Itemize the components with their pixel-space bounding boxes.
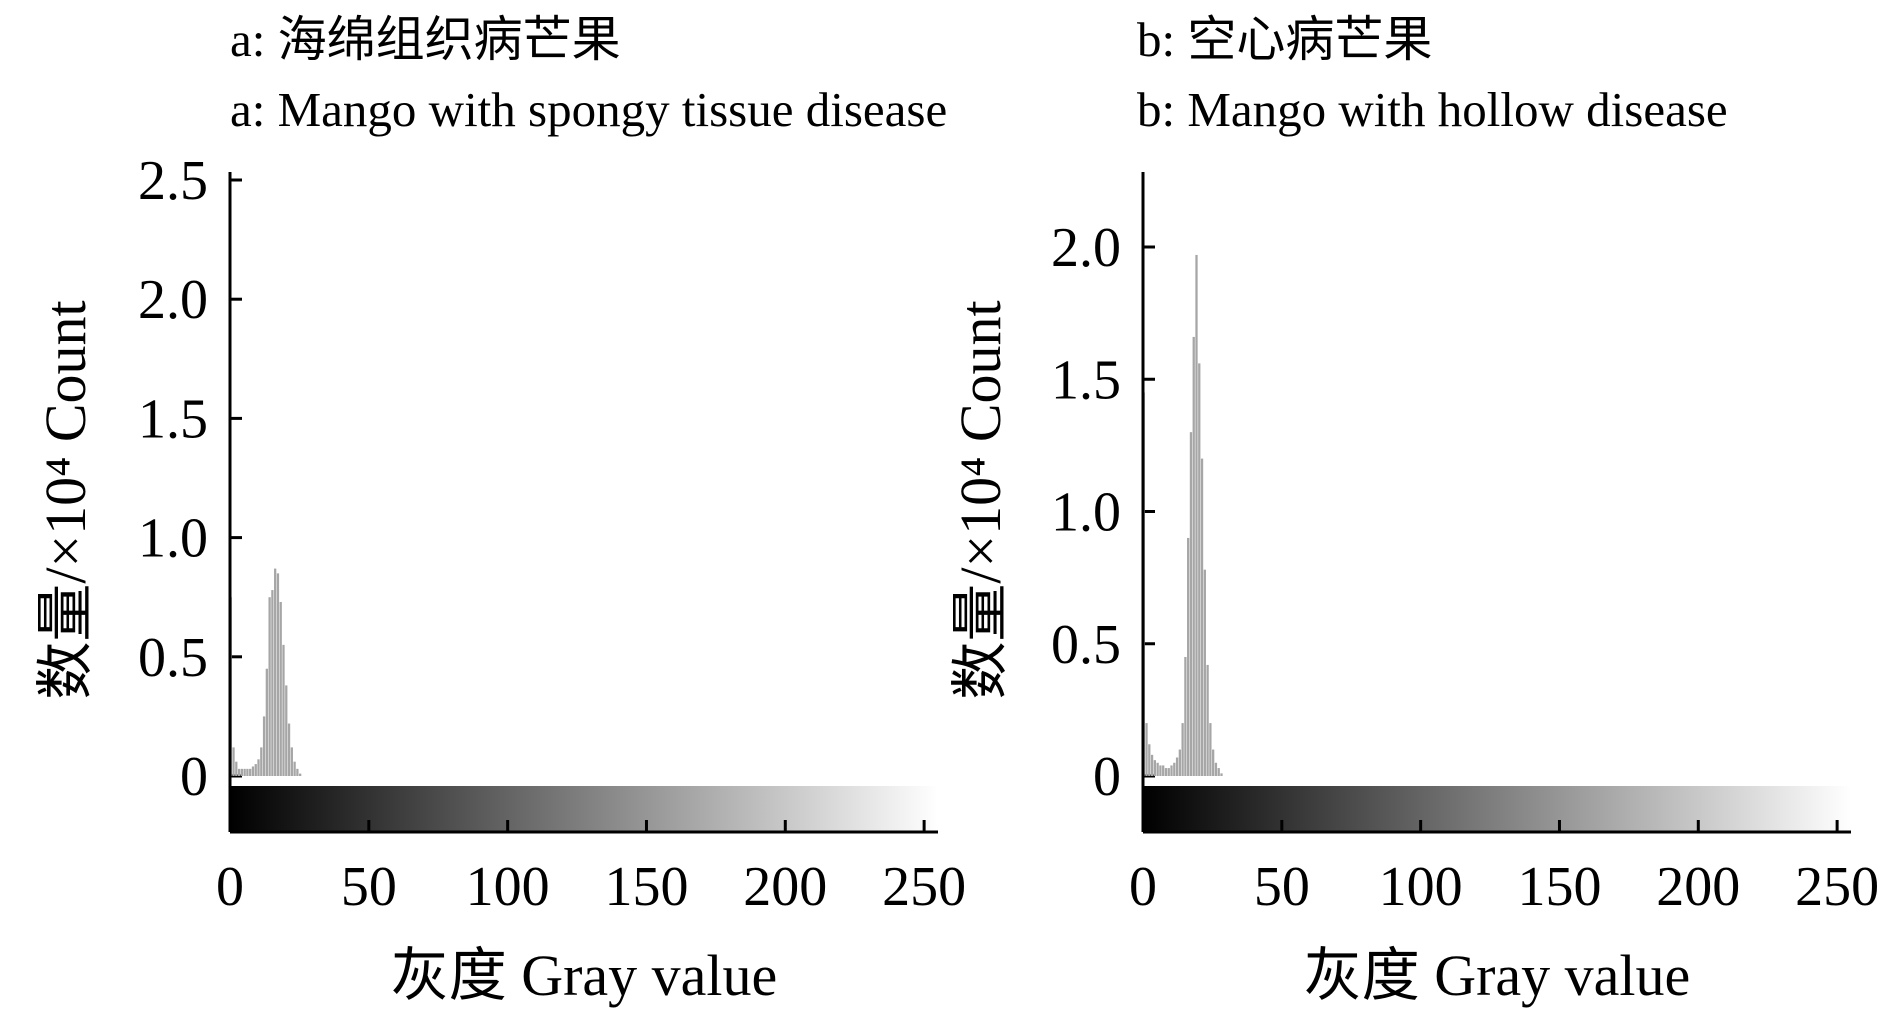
panel-a-histogram-bar (257, 759, 260, 776)
panel-b-y-axis-label: 数量/×10⁴ Count (948, 300, 1013, 699)
panel-b: b: 空心病芒果 b: Mango with hollow disease 数量… (948, 12, 1879, 1008)
panel-a-y-ticks: 0 0.5 1.0 1.5 2.0 2.5 (138, 150, 242, 808)
panel-a-x-axis-label: 灰度 Gray value (391, 943, 778, 1008)
panel-a-histogram-bar (271, 590, 274, 776)
panel-a-histogram-bar (243, 768, 246, 776)
panel-a-histogram-bar (260, 747, 263, 776)
panel-a-x-tick-label: 50 (341, 856, 397, 918)
panel-a-y-tick-label: 0 (180, 746, 208, 808)
panel-b-histogram-bar (1209, 723, 1212, 776)
panel-b-histogram-bar (1150, 754, 1154, 776)
panel-b-histogram-bar (1220, 773, 1223, 776)
panel-b-y-tick-label: 2.0 (1051, 217, 1121, 279)
panel-a-x-tick-label: 0 (216, 856, 244, 918)
panel-b-histogram-bar (1181, 723, 1184, 776)
panel-b-histogram-bar (1159, 765, 1162, 776)
panel-b-y-tick-label: 0.5 (1051, 614, 1121, 676)
panel-a: a: 海绵组织病芒果 a: Mango with spongy tissue d… (33, 12, 966, 1008)
panel-a-x-tick-label: 250 (882, 856, 966, 918)
panel-b-histogram-bar (1200, 458, 1204, 776)
panel-a-histogram-bar (254, 764, 257, 776)
panel-b-x-tick-label: 50 (1254, 856, 1310, 918)
panel-a-histogram-bar (240, 768, 243, 776)
panel-b-x-tick-label: 150 (1517, 856, 1601, 918)
panel-b-title-en: b: Mango with hollow disease (1137, 82, 1728, 137)
panel-a-histogram-bar (262, 716, 266, 776)
panel-b-histogram-bar (1167, 768, 1170, 776)
panel-b-histogram-bar (1145, 723, 1148, 776)
panel-b-histogram-bar (1217, 768, 1220, 776)
panel-b-histogram-bar (1212, 749, 1215, 776)
panel-a-histogram-bar (274, 568, 277, 776)
panel-a-y-tick-label: 2.5 (138, 150, 208, 212)
panel-a-histogram-bar (293, 761, 296, 776)
panel-a-y-tick-label: 2.0 (138, 269, 208, 331)
panel-b-histogram-bar (1189, 432, 1193, 776)
panel-b-histogram-bar (1195, 254, 1198, 776)
panel-a-histogram-bar (285, 685, 288, 776)
panel-b-histogram-bar (1164, 768, 1168, 776)
panel-b-x-tick-label: 200 (1656, 856, 1740, 918)
panel-a-histogram-bar (268, 597, 271, 776)
panel-a-title-cn: a: 海绵组织病芒果 (230, 12, 621, 67)
panel-b-title-cn: b: 空心病芒果 (1137, 12, 1432, 67)
panel-a-histogram-bar (299, 773, 302, 776)
panel-a-histogram-bar (246, 768, 249, 776)
panel-b-histogram-bar (1192, 336, 1195, 776)
panel-a-histogram-bar (251, 766, 255, 776)
panel-b-y-tick-label: 1.5 (1051, 349, 1121, 411)
panel-a-histogram-bar (287, 723, 291, 776)
panel-a-x-tick-label: 200 (743, 856, 827, 918)
panel-a-histogram-bar (232, 747, 235, 776)
panel-a-histogram-bar (282, 644, 285, 776)
panel-b-histogram-bar (1156, 762, 1159, 776)
panel-a-histogram-bar (296, 768, 299, 776)
panel-b-grayscale-colorbar (1143, 786, 1851, 832)
panel-a-x-tick-label: 100 (466, 856, 550, 918)
panel-b-histogram-bar (1184, 656, 1187, 776)
panel-a-y-tick-label: 1.0 (138, 508, 208, 570)
panel-b-x-axis-label: 灰度 Gray value (1304, 943, 1691, 1008)
panel-a-histogram-bar (265, 668, 268, 776)
panel-a-histogram-bar (235, 761, 238, 776)
panel-a-y-tick-label: 1.5 (138, 388, 208, 450)
panel-b-y-ticks: 0 0.5 1.0 1.5 2.0 (1051, 217, 1155, 808)
panel-b-histogram-bar (1175, 757, 1179, 776)
panel-b-y-tick-label: 1.0 (1051, 482, 1121, 544)
panel-a-bars (229, 568, 302, 776)
panel-a-histogram-bar (279, 601, 282, 776)
panel-b-histogram-bar (1162, 765, 1165, 776)
panel-b-y-tick-label: 0 (1093, 746, 1121, 808)
panel-b-histogram-bar (1170, 765, 1173, 776)
panel-a-histogram-bar (290, 747, 293, 776)
panel-a-x-ticks: 0 50 100 150 200 250 (216, 820, 966, 918)
panel-b-x-tick-label: 0 (1129, 856, 1157, 918)
panel-b-histogram-bar (1214, 762, 1218, 776)
panel-a-histogram-bar (249, 768, 252, 776)
panel-a-grayscale-colorbar (230, 786, 938, 832)
panel-b-x-ticks: 0 50 100 150 200 250 (1129, 820, 1879, 918)
panel-a-histogram-bar (237, 768, 241, 776)
panel-a-x-tick-label: 150 (604, 856, 688, 918)
panel-b-histogram-bar (1173, 762, 1176, 776)
panel-b-histogram-bar (1203, 569, 1206, 776)
panel-b-histogram-bar (1153, 760, 1156, 776)
panel-b-histogram-bar (1187, 537, 1190, 776)
panel-b-histogram-bar (1148, 744, 1151, 776)
panel-b-histogram-bar (1206, 664, 1209, 776)
panel-b-histogram-bar (1178, 749, 1181, 776)
panel-a-y-axis-label: 数量/×10⁴ Count (33, 300, 98, 699)
panel-b-x-tick-label: 100 (1379, 856, 1463, 918)
panel-b-bars (1142, 254, 1223, 776)
panel-b-histogram-bar (1198, 363, 1201, 776)
panel-a-title-en: a: Mango with spongy tissue disease (230, 82, 947, 137)
panel-a-histogram-bar (276, 573, 280, 776)
panel-a-y-tick-label: 0.5 (138, 627, 208, 689)
panel-b-x-tick-label: 250 (1795, 856, 1879, 918)
